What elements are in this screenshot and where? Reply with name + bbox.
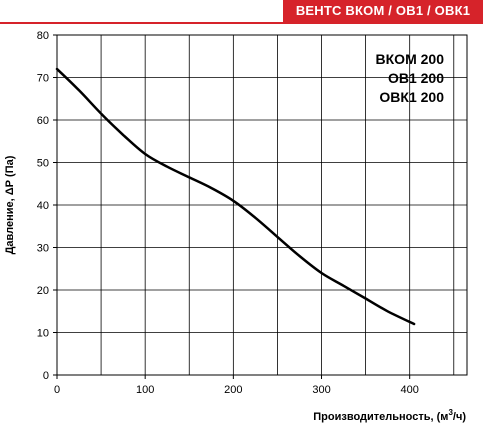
x-axis-title-main: Производительность, (м bbox=[313, 411, 448, 423]
x-axis-title-tail: /ч) bbox=[453, 411, 466, 423]
y-tick-label: 0 bbox=[43, 370, 49, 382]
y-tick-label: 80 bbox=[37, 30, 49, 42]
y-tick-label: 30 bbox=[37, 243, 49, 255]
y-tick-label: 10 bbox=[37, 328, 49, 340]
y-tick-label: 40 bbox=[37, 200, 49, 212]
x-tick-label: 400 bbox=[401, 384, 419, 396]
pressure-curve bbox=[55, 67, 416, 326]
y-tick-label: 50 bbox=[37, 158, 49, 170]
x-tick-label: 200 bbox=[224, 384, 242, 396]
model-label: ОВ1 200 bbox=[388, 70, 444, 86]
y-tick-labels: 0 10 20 30 40 50 60 70 80 bbox=[37, 30, 57, 382]
model-labels: ВКОМ 200 ОВ1 200 ОВК1 200 bbox=[376, 51, 445, 105]
x-axis-title-sup: 3 bbox=[448, 408, 453, 417]
model-label: ОВК1 200 bbox=[379, 89, 444, 105]
y-tick-label: 60 bbox=[37, 115, 49, 127]
banner-rule bbox=[0, 22, 483, 24]
product-banner: ВЕНТС ВКОМ / ОВ1 / ОВК1 bbox=[283, 0, 483, 22]
y-tick-label: 20 bbox=[37, 285, 49, 297]
x-axis-title: Производительность, (м3/ч) bbox=[313, 408, 466, 423]
x-tick-label: 100 bbox=[136, 384, 154, 396]
x-tick-label: 0 bbox=[54, 384, 60, 396]
y-tick-label: 70 bbox=[37, 73, 49, 85]
model-label: ВКОМ 200 bbox=[376, 51, 445, 67]
x-tick-labels: 0 100 200 300 400 bbox=[54, 375, 419, 396]
x-tick-label: 300 bbox=[312, 384, 330, 396]
grid bbox=[57, 35, 467, 375]
y-axis-title: Давление, ΔР (Па) bbox=[4, 155, 16, 254]
